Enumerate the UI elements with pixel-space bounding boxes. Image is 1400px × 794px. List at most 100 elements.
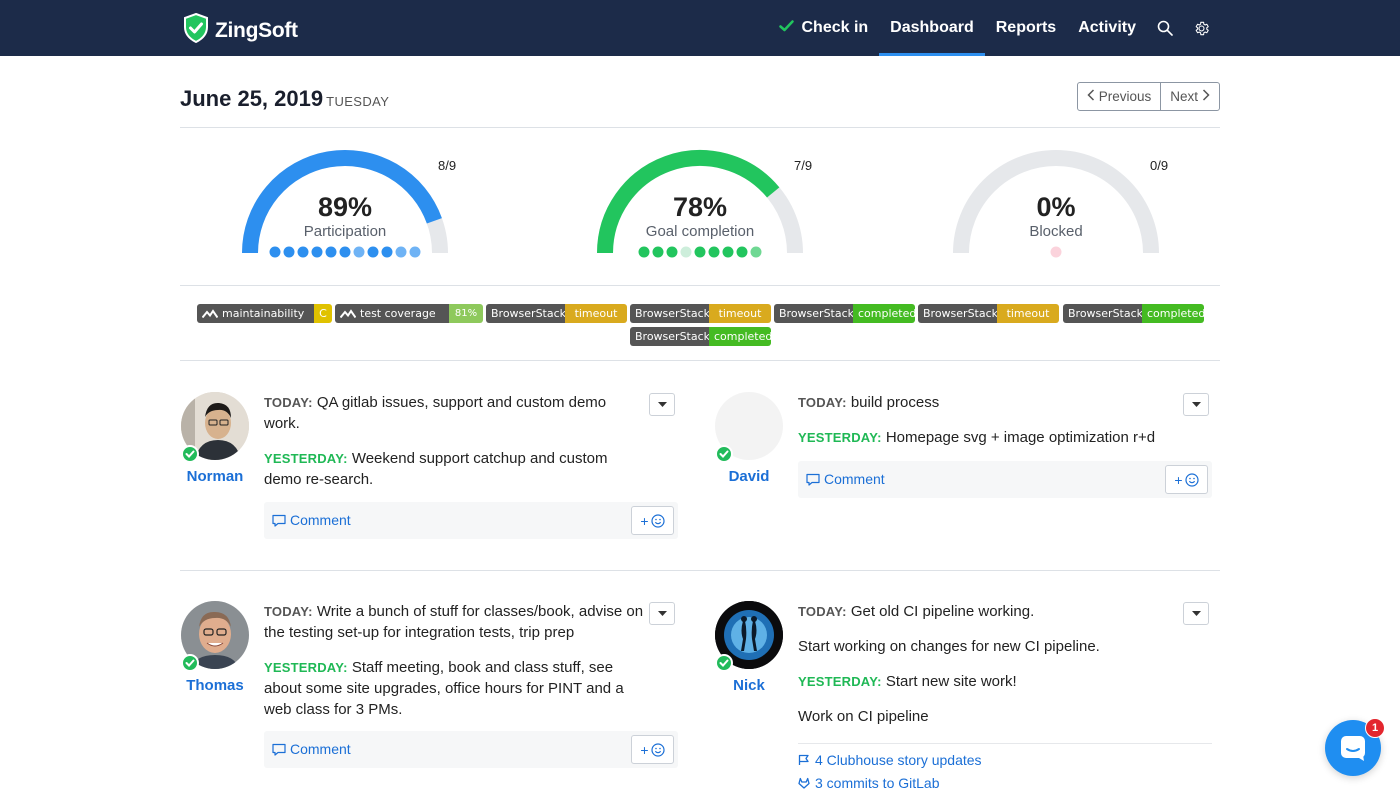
nav-reports[interactable]: Reports xyxy=(995,19,1057,36)
participant-dot[interactable] xyxy=(381,246,393,258)
activity-label: 3 commits to GitLab xyxy=(815,775,940,791)
comment-icon xyxy=(806,473,820,486)
participant-dot[interactable] xyxy=(297,246,309,258)
avatar[interactable] xyxy=(181,601,249,669)
previous-label: Previous xyxy=(1098,89,1152,104)
standup-entry: TODAY: QA gitlab issues, support and cus… xyxy=(264,392,644,504)
comment-bar: Comment + xyxy=(798,461,1212,498)
today-text: Write a bunch of stuff for classes/book,… xyxy=(264,603,644,641)
participant-dot[interactable] xyxy=(652,246,664,258)
participant-dot[interactable] xyxy=(409,246,421,258)
comment-label: Comment xyxy=(290,512,351,528)
brand[interactable]: ZingSoft xyxy=(183,12,298,48)
date-title: June 25, 2019 xyxy=(180,86,324,111)
badge-right-text: timeout xyxy=(709,304,771,323)
participant-dot[interactable] xyxy=(638,246,650,258)
participant-dot[interactable] xyxy=(367,246,379,258)
participant-dot[interactable] xyxy=(339,246,351,258)
standup-entry: TODAY: Get old CI pipeline working. Star… xyxy=(798,601,1178,741)
participant-dot[interactable] xyxy=(283,246,295,258)
comment-icon xyxy=(272,743,286,756)
participant-dot[interactable] xyxy=(325,246,337,258)
today-text: QA gitlab issues, support and custom dem… xyxy=(264,394,607,432)
user-name[interactable]: Thomas xyxy=(186,677,244,694)
participation-arc xyxy=(242,150,448,258)
browserstack-badge[interactable]: BrowserStack completed xyxy=(1063,304,1204,323)
participant-dot[interactable] xyxy=(680,246,692,258)
goal-completion-arc xyxy=(597,150,803,258)
participant-dot[interactable] xyxy=(1050,246,1062,258)
user-nick: Nick xyxy=(714,601,784,694)
badge-left-text: test coverage xyxy=(360,307,436,320)
next-button[interactable]: Next xyxy=(1160,83,1219,110)
entry-menu-button[interactable] xyxy=(649,602,675,625)
status-badges: maintainability C test coverage 81% Brow… xyxy=(180,286,1220,361)
add-reaction-button[interactable]: + xyxy=(631,735,674,764)
nav-dashboard[interactable]: Dashboard xyxy=(879,0,985,56)
goal-completion-gauge: 7/9 78% Goal completion xyxy=(595,128,855,278)
blocked-gauge: 0/9 0% Blocked xyxy=(951,128,1211,278)
add-reaction-button[interactable]: + xyxy=(631,506,674,535)
maintainability-badge[interactable]: maintainability C xyxy=(197,304,332,323)
date-header: June 25, 2019 TUESDAY Previous Next xyxy=(180,82,1220,128)
badge-right-text: completed xyxy=(853,304,915,323)
today-text: Get old CI pipeline working. xyxy=(850,603,1035,620)
notification-count-badge: 1 xyxy=(1365,718,1385,738)
plus-label: + xyxy=(640,741,649,758)
entry-menu-button[interactable] xyxy=(649,393,675,416)
nav-check-in[interactable]: Check in xyxy=(768,0,879,56)
browserstack-badge[interactable]: BrowserStack completed xyxy=(774,304,915,323)
chat-icon xyxy=(1341,736,1365,761)
user-name[interactable]: Nick xyxy=(733,677,765,694)
gauge-track xyxy=(953,150,1159,254)
badge-right-text: completed xyxy=(709,327,771,346)
clubhouse-activity-link[interactable]: 4 Clubhouse story updates xyxy=(798,752,982,768)
comment-icon xyxy=(272,514,286,527)
entry-menu-button[interactable] xyxy=(1183,602,1209,625)
participant-dot[interactable] xyxy=(311,246,323,258)
participant-dot[interactable] xyxy=(750,246,762,258)
search-icon[interactable] xyxy=(1147,0,1183,56)
participant-dot[interactable] xyxy=(736,246,748,258)
entry-menu-button[interactable] xyxy=(1183,393,1209,416)
comment-button[interactable]: Comment xyxy=(272,512,351,528)
nav-activity[interactable]: Activity xyxy=(1078,19,1136,36)
test-coverage-badge[interactable]: test coverage 81% xyxy=(335,304,483,323)
user-name[interactable]: David xyxy=(728,468,770,485)
participant-dot[interactable] xyxy=(694,246,706,258)
add-reaction-button[interactable]: + xyxy=(1165,465,1208,494)
comment-bar: Comment + xyxy=(264,731,678,768)
badge-right-text: C xyxy=(314,304,332,323)
gear-icon[interactable] xyxy=(1183,0,1220,56)
badge-right-text: timeout xyxy=(997,304,1059,323)
previous-button[interactable]: Previous xyxy=(1078,83,1161,110)
gitlab-icon xyxy=(798,777,810,789)
browserstack-badge[interactable]: BrowserStack timeout xyxy=(918,304,1059,323)
yesterday-label: YESTERDAY: xyxy=(798,674,882,689)
comment-bar: Comment + xyxy=(264,502,678,539)
participant-dot[interactable] xyxy=(722,246,734,258)
yesterday-text: Staff meeting, book and class stuff, see… xyxy=(264,659,624,718)
browserstack-badge[interactable]: BrowserStack timeout xyxy=(630,304,771,323)
comment-button[interactable]: Comment xyxy=(806,471,885,487)
participant-dot[interactable] xyxy=(708,246,720,258)
comment-button[interactable]: Comment xyxy=(272,741,351,757)
today-extra-entry: Start working on changes for new CI pipe… xyxy=(798,638,1100,655)
participant-dot[interactable] xyxy=(395,246,407,258)
browserstack-badge[interactable]: BrowserStack completed xyxy=(630,327,771,346)
gauge-percent: 78% xyxy=(672,192,728,222)
standup-entry: TODAY: build process YESTERDAY: Homepage… xyxy=(798,392,1178,462)
badge-left-text: BrowserStack xyxy=(630,304,710,323)
participant-dot[interactable] xyxy=(666,246,678,258)
participant-dot[interactable] xyxy=(353,246,365,258)
badge-left-text: maintainability xyxy=(222,307,305,320)
gitlab-activity-link[interactable]: 3 commits to GitLab xyxy=(798,775,940,791)
codeclimate-icon xyxy=(202,309,218,318)
participant-dot[interactable] xyxy=(269,246,281,258)
yesterday-entry: YESTERDAY: Start new site work! xyxy=(798,671,1178,692)
page-title: June 25, 2019 TUESDAY xyxy=(180,86,389,112)
today-label: TODAY: xyxy=(798,395,847,410)
smiley-icon xyxy=(1184,472,1199,487)
browserstack-badge[interactable]: BrowserStack timeout xyxy=(486,304,627,323)
user-name[interactable]: Norman xyxy=(186,468,244,485)
